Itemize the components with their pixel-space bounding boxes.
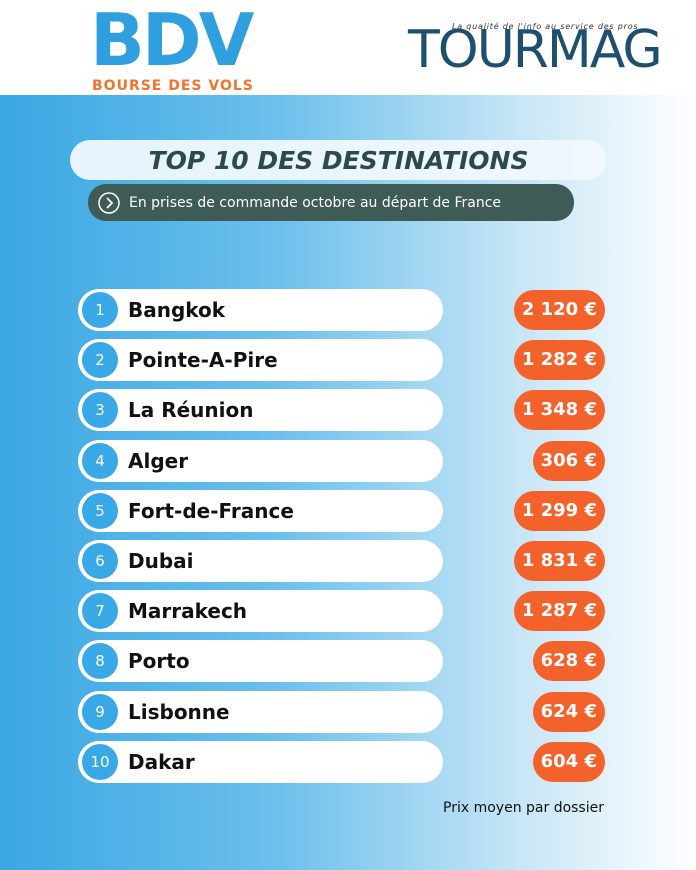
rank-badge: 7	[82, 593, 118, 630]
price-badge: 1 299 €	[513, 490, 605, 531]
price-badge: 1 831 €	[513, 541, 605, 581]
price-badge: 306 €	[532, 440, 605, 481]
left-logo-subtitle: BOURSE DES VOLS	[92, 78, 254, 94]
city-name: Alger	[128, 448, 189, 473]
ranking-row: 8 Porto 628 €	[78, 640, 605, 683]
subtitle: En prises de commande octobre au départ …	[129, 194, 502, 211]
rank-badge: 9	[82, 693, 118, 730]
footer-note: Prix moyen par dossier	[443, 800, 604, 816]
ranking-row: 6 Dubai 1 831 €	[78, 540, 605, 582]
city-name: Bangkok	[128, 298, 226, 322]
price-badge: 604 €	[532, 741, 605, 782]
title: TOP 10 DES DESTINATIONS	[148, 145, 529, 175]
ranking-row: 1 Bangkok 2 120 €	[78, 289, 605, 331]
price-badge: 1 348 €	[513, 390, 605, 431]
city-name: La Réunion	[128, 398, 254, 423]
city-name: Lisbonne	[128, 699, 230, 724]
rank-badge: 8	[82, 643, 118, 680]
ranking-row: 5 Fort-de-France 1 299 €	[78, 489, 605, 532]
rank-badge: 4	[82, 442, 118, 479]
ranking-row: 3 La Réunion 1 348 €	[78, 389, 605, 432]
title-pill: TOP 10 DES DESTINATIONS	[70, 140, 607, 180]
ranking-row: 7 Marrakech 1 287 €	[78, 590, 605, 633]
left-logo: BDV	[90, 0, 254, 82]
price-badge: 2 120 €	[513, 290, 605, 330]
price-badge: 1 282 €	[513, 340, 605, 381]
city-name: Marrakech	[128, 599, 248, 624]
rank-badge: 5	[82, 492, 118, 529]
ranking-row: 10 Dakar 604 €	[78, 740, 605, 783]
header: BDV BOURSE DES VOLS La qualité de l'info…	[0, 0, 696, 95]
city-name: Porto	[128, 649, 190, 674]
ranking-row: 4 Alger 306 €	[78, 439, 605, 482]
ranking-row: 2 Pointe-A-Pire 1 282 €	[78, 339, 605, 382]
rank-badge: 10	[82, 743, 118, 780]
price-badge: 624 €	[532, 691, 605, 732]
city-name: Dakar	[128, 749, 195, 774]
rank-badge: 2	[82, 342, 118, 379]
right-logo: TOURMAG	[408, 20, 663, 80]
city-name: Dubai	[128, 549, 194, 573]
subtitle-pill: En prises de commande octobre au départ …	[88, 184, 574, 221]
rank-badge: 1	[82, 292, 118, 328]
arrow-icon	[98, 191, 120, 214]
city-name: Fort-de-France	[128, 498, 294, 523]
city-name: Pointe-A-Pire	[128, 348, 278, 373]
rank-badge: 6	[82, 543, 118, 579]
price-badge: 628 €	[532, 641, 605, 682]
price-badge: 1 287 €	[513, 591, 605, 632]
ranking-row: 9 Lisbonne 624 €	[78, 690, 605, 733]
right-logo-tagline: La qualité de l'info au service des pros	[452, 22, 639, 31]
rank-badge: 3	[82, 392, 118, 429]
